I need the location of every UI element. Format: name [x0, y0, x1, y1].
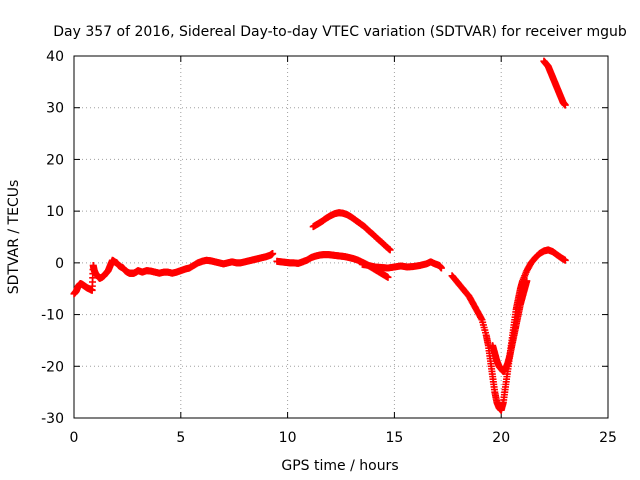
y-tick-label: -30	[41, 411, 64, 427]
x-tick-label: 15	[385, 430, 403, 446]
data-point	[523, 277, 531, 285]
y-tick-label: -20	[41, 359, 64, 375]
y-axis-label: SDTVAR / TECUs	[6, 180, 22, 295]
plot-frame	[73, 55, 609, 419]
series-segment-c	[309, 209, 394, 254]
x-tick-label: 10	[279, 430, 297, 446]
y-tick-label: 20	[46, 152, 64, 168]
x-tick-label: 20	[492, 430, 510, 446]
data-point	[561, 101, 569, 109]
data-points	[70, 57, 569, 414]
series-segment-e	[448, 246, 569, 414]
data-point	[269, 250, 277, 258]
data-point	[561, 256, 569, 264]
data-point	[384, 273, 392, 281]
data-point	[437, 264, 445, 272]
axis-ticks: 0 5 10 15 20 25 -30 -20 -10 0 10 20 30 40	[41, 49, 617, 446]
series-segment-a	[70, 250, 277, 298]
y-tick-label: 10	[46, 204, 64, 220]
x-axis-label: GPS time / hours	[281, 458, 398, 474]
grid-lines	[74, 56, 608, 418]
data-point	[386, 246, 394, 254]
y-tick-label: -10	[41, 308, 64, 324]
y-tick-label: 40	[46, 49, 64, 65]
chart-title: Day 357 of 2016, Sidereal Day-to-day VTE…	[53, 24, 627, 40]
x-tick-label: 25	[599, 430, 617, 446]
y-tick-label: 0	[55, 256, 64, 272]
y-tick-label: 30	[46, 101, 64, 117]
x-tick-label: 0	[70, 430, 79, 446]
series-segment-g	[540, 57, 569, 109]
series-segment-d	[358, 258, 445, 272]
x-tick-label: 5	[176, 430, 185, 446]
series-segment-f	[489, 277, 531, 375]
